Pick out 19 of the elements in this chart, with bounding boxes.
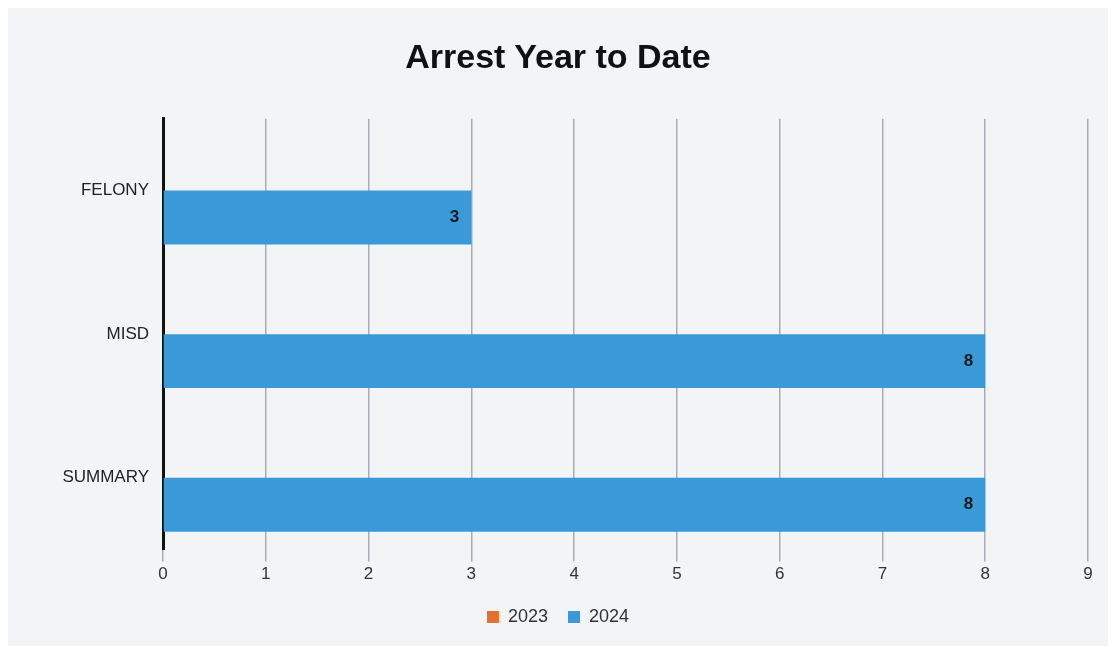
x-tick-label: 6: [774, 564, 785, 584]
y-tick-label: MISD: [106, 323, 149, 343]
x-tick-label: 0: [158, 564, 168, 584]
y-tick-label: SUMMARY: [62, 467, 149, 487]
legend-label: 2024: [589, 605, 630, 626]
legend-label: 2023: [507, 605, 548, 626]
x-tick-label: 7: [877, 564, 888, 584]
x-tick-label: 1: [261, 564, 271, 584]
data-label: 8: [963, 494, 974, 514]
y-tick-label: FELONY: [80, 180, 149, 200]
x-tick-label: 2: [363, 564, 374, 584]
data-label: 8: [963, 350, 974, 370]
chart-title: Arrest Year to Date: [405, 36, 711, 75]
x-tick-label: 4: [569, 564, 579, 584]
x-tick-label: 3: [466, 564, 477, 584]
x-tick-label: 5: [672, 564, 682, 584]
x-tick-label: 8: [980, 564, 990, 584]
x-tick-label: 9: [1083, 564, 1093, 584]
data-label: 3: [449, 207, 460, 227]
